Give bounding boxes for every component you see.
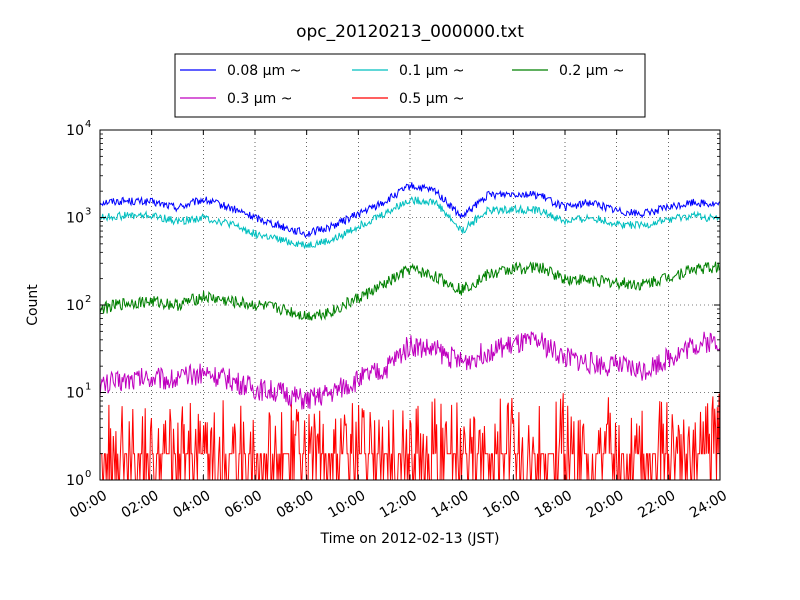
y-tick-label: 10 <box>66 473 84 489</box>
y-tick-label: 10 <box>66 298 84 314</box>
y-axis-label: Count <box>25 284 41 326</box>
ticks <box>99 129 721 481</box>
x-axis-label: Time on 2012-02-13 (JST) <box>320 531 500 547</box>
legend-label: 0.3 μm ~ <box>227 91 292 107</box>
series-line <box>99 182 721 239</box>
y-tick-label: 10 <box>66 386 84 402</box>
y-tick-label-exponent: 0 <box>85 469 91 480</box>
y-tick-label: 10 <box>66 211 84 227</box>
legend-label: 0.08 μm ~ <box>227 63 301 79</box>
grid <box>100 130 720 480</box>
series-line <box>99 331 721 410</box>
legend-label: 0.5 μm ~ <box>399 91 464 107</box>
y-tick-label-exponent: 1 <box>85 382 91 393</box>
series-lines <box>99 182 721 481</box>
legend: 0.08 μm ~ 0.1 μm ~ 0.2 μm ~ 0.3 μm ~ 0.5 μm … <box>174 53 646 118</box>
legend-box <box>174 53 646 118</box>
y-tick-label-exponent: 2 <box>85 294 91 305</box>
series-line <box>99 196 721 249</box>
series-line <box>100 393 721 481</box>
legend-label: 0.2 μm ~ <box>559 63 624 79</box>
y-tick-label: 10 <box>66 123 84 139</box>
y-tick-label-exponent: 4 <box>85 119 91 130</box>
legend-label: 0.1 μm ~ <box>399 63 464 79</box>
chart-title: opc_20120213_000000.txt <box>296 22 524 42</box>
y-tick-label-exponent: 3 <box>85 207 91 218</box>
series-line <box>99 261 721 321</box>
